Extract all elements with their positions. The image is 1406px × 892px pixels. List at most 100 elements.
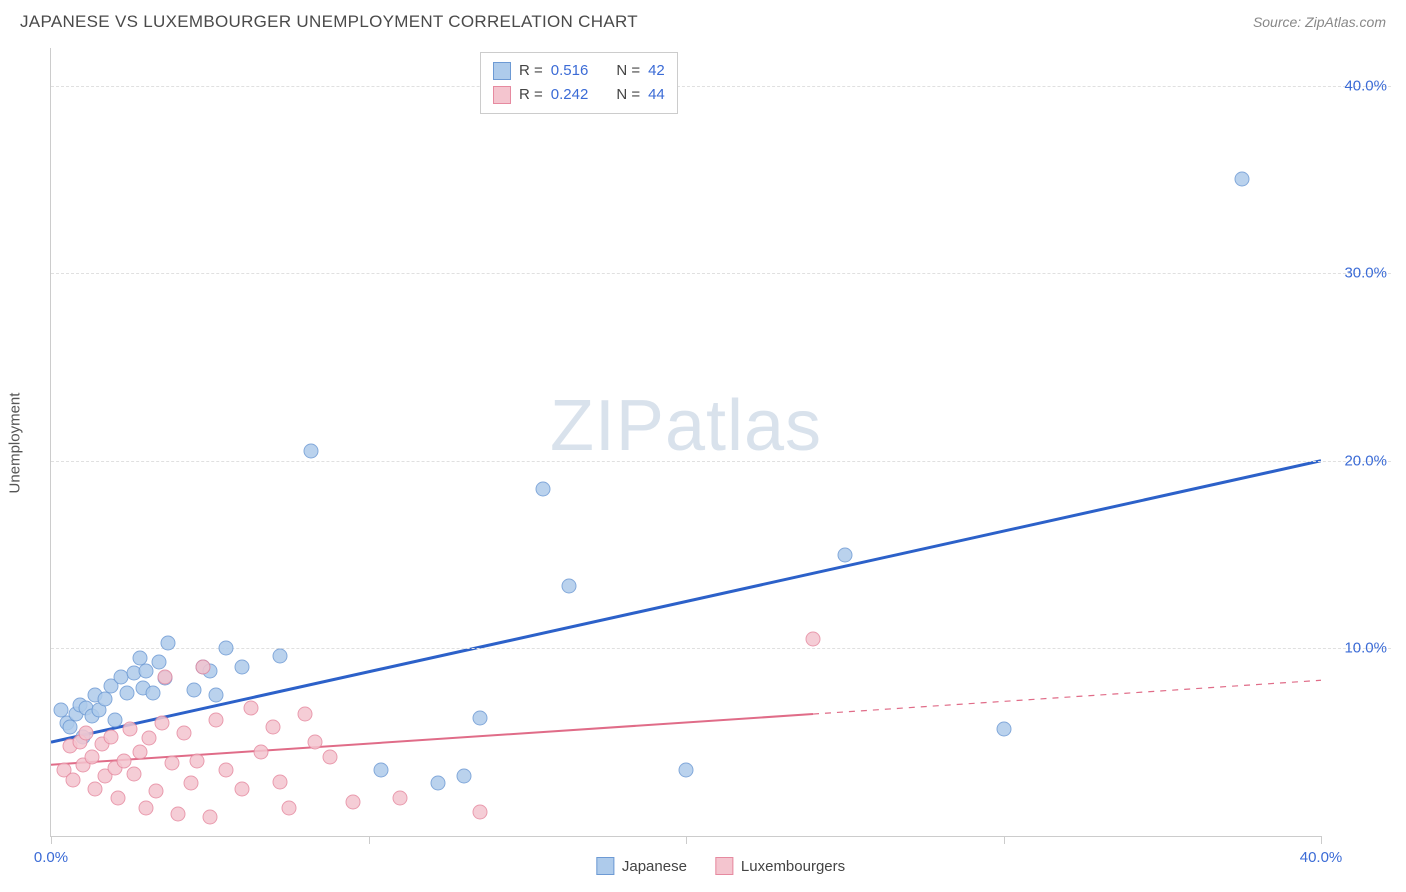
data-point: [107, 712, 122, 727]
legend-series: Japanese Luxembourgers: [596, 857, 845, 875]
plot-area: ZIPatlas 0.0%40.0%: [50, 48, 1321, 837]
data-point: [472, 710, 487, 725]
data-point: [158, 669, 173, 684]
data-point: [374, 763, 389, 778]
legend-n-label: N =: [616, 59, 640, 83]
data-point: [190, 753, 205, 768]
legend-correlation-row: R =0.242N =44: [493, 83, 665, 107]
legend-series-item: Luxembourgers: [715, 857, 845, 875]
gridline: [51, 461, 1391, 462]
watermark: ZIPatlas: [550, 385, 822, 467]
data-point: [272, 774, 287, 789]
y-axis-label: Unemployment: [7, 392, 24, 493]
chart-title: JAPANESE VS LUXEMBOURGER UNEMPLOYMENT CO…: [20, 12, 638, 32]
data-point: [183, 776, 198, 791]
data-point: [161, 635, 176, 650]
data-point: [282, 800, 297, 815]
legend-correlation: R =0.516N =42R =0.242N =44: [480, 52, 678, 114]
chart-source: Source: ZipAtlas.com: [1253, 14, 1386, 30]
legend-r-value: 0.242: [551, 83, 589, 107]
data-point: [164, 755, 179, 770]
trend-lines: [51, 48, 1321, 836]
data-point: [472, 804, 487, 819]
trend-line-extrapolated: [813, 680, 1321, 714]
data-point: [234, 660, 249, 675]
data-point: [431, 776, 446, 791]
data-point: [196, 660, 211, 675]
x-tick: [1004, 836, 1005, 844]
legend-series-label: Luxembourgers: [741, 858, 845, 875]
data-point: [837, 547, 852, 562]
data-point: [110, 791, 125, 806]
data-point: [307, 735, 322, 750]
legend-swatch: [493, 86, 511, 104]
data-point: [209, 712, 224, 727]
legend-series-label: Japanese: [622, 858, 687, 875]
legend-swatch: [596, 857, 614, 875]
x-tick-label: 0.0%: [34, 849, 68, 866]
data-point: [266, 720, 281, 735]
data-point: [218, 641, 233, 656]
data-point: [120, 686, 135, 701]
data-point: [345, 795, 360, 810]
legend-swatch: [493, 62, 511, 80]
x-tick-label: 40.0%: [1300, 849, 1343, 866]
data-point: [148, 783, 163, 798]
legend-n-label: N =: [616, 83, 640, 107]
data-point: [66, 772, 81, 787]
chart-header: JAPANESE VS LUXEMBOURGER UNEMPLOYMENT CO…: [0, 0, 1406, 36]
legend-swatch: [715, 857, 733, 875]
data-point: [97, 692, 112, 707]
trend-line: [51, 461, 1321, 742]
data-point: [126, 767, 141, 782]
data-point: [88, 782, 103, 797]
data-point: [806, 632, 821, 647]
data-point: [78, 725, 93, 740]
legend-n-value: 44: [648, 83, 665, 107]
data-point: [298, 707, 313, 722]
data-point: [139, 663, 154, 678]
watermark-part1: ZIP: [550, 386, 665, 466]
data-point: [104, 729, 119, 744]
y-tick-label: 40.0%: [1344, 77, 1387, 94]
gridline: [51, 86, 1391, 87]
x-tick: [51, 836, 52, 844]
legend-r-label: R =: [519, 59, 543, 83]
data-point: [456, 768, 471, 783]
y-tick-label: 10.0%: [1344, 640, 1387, 657]
legend-series-item: Japanese: [596, 857, 687, 875]
data-point: [304, 444, 319, 459]
gridline: [51, 273, 1391, 274]
chart-container: Unemployment ZIPatlas 0.0%40.0% R =0.516…: [50, 48, 1391, 837]
data-point: [234, 782, 249, 797]
data-point: [244, 701, 259, 716]
data-point: [139, 800, 154, 815]
data-point: [155, 716, 170, 731]
data-point: [142, 731, 157, 746]
data-point: [561, 579, 576, 594]
data-point: [202, 810, 217, 825]
legend-correlation-row: R =0.516N =42: [493, 59, 665, 83]
data-point: [272, 648, 287, 663]
legend-r-value: 0.516: [551, 59, 589, 83]
data-point: [218, 763, 233, 778]
y-tick-label: 20.0%: [1344, 452, 1387, 469]
x-tick: [1321, 836, 1322, 844]
data-point: [145, 686, 160, 701]
data-point: [393, 791, 408, 806]
data-point: [117, 753, 132, 768]
data-point: [171, 806, 186, 821]
x-tick: [686, 836, 687, 844]
gridline: [51, 648, 1391, 649]
data-point: [151, 654, 166, 669]
data-point: [132, 744, 147, 759]
watermark-part2: atlas: [665, 386, 822, 466]
data-point: [1234, 172, 1249, 187]
data-point: [253, 744, 268, 759]
data-point: [85, 750, 100, 765]
data-point: [679, 763, 694, 778]
data-point: [536, 481, 551, 496]
data-point: [323, 750, 338, 765]
y-tick-label: 30.0%: [1344, 265, 1387, 282]
data-point: [996, 722, 1011, 737]
